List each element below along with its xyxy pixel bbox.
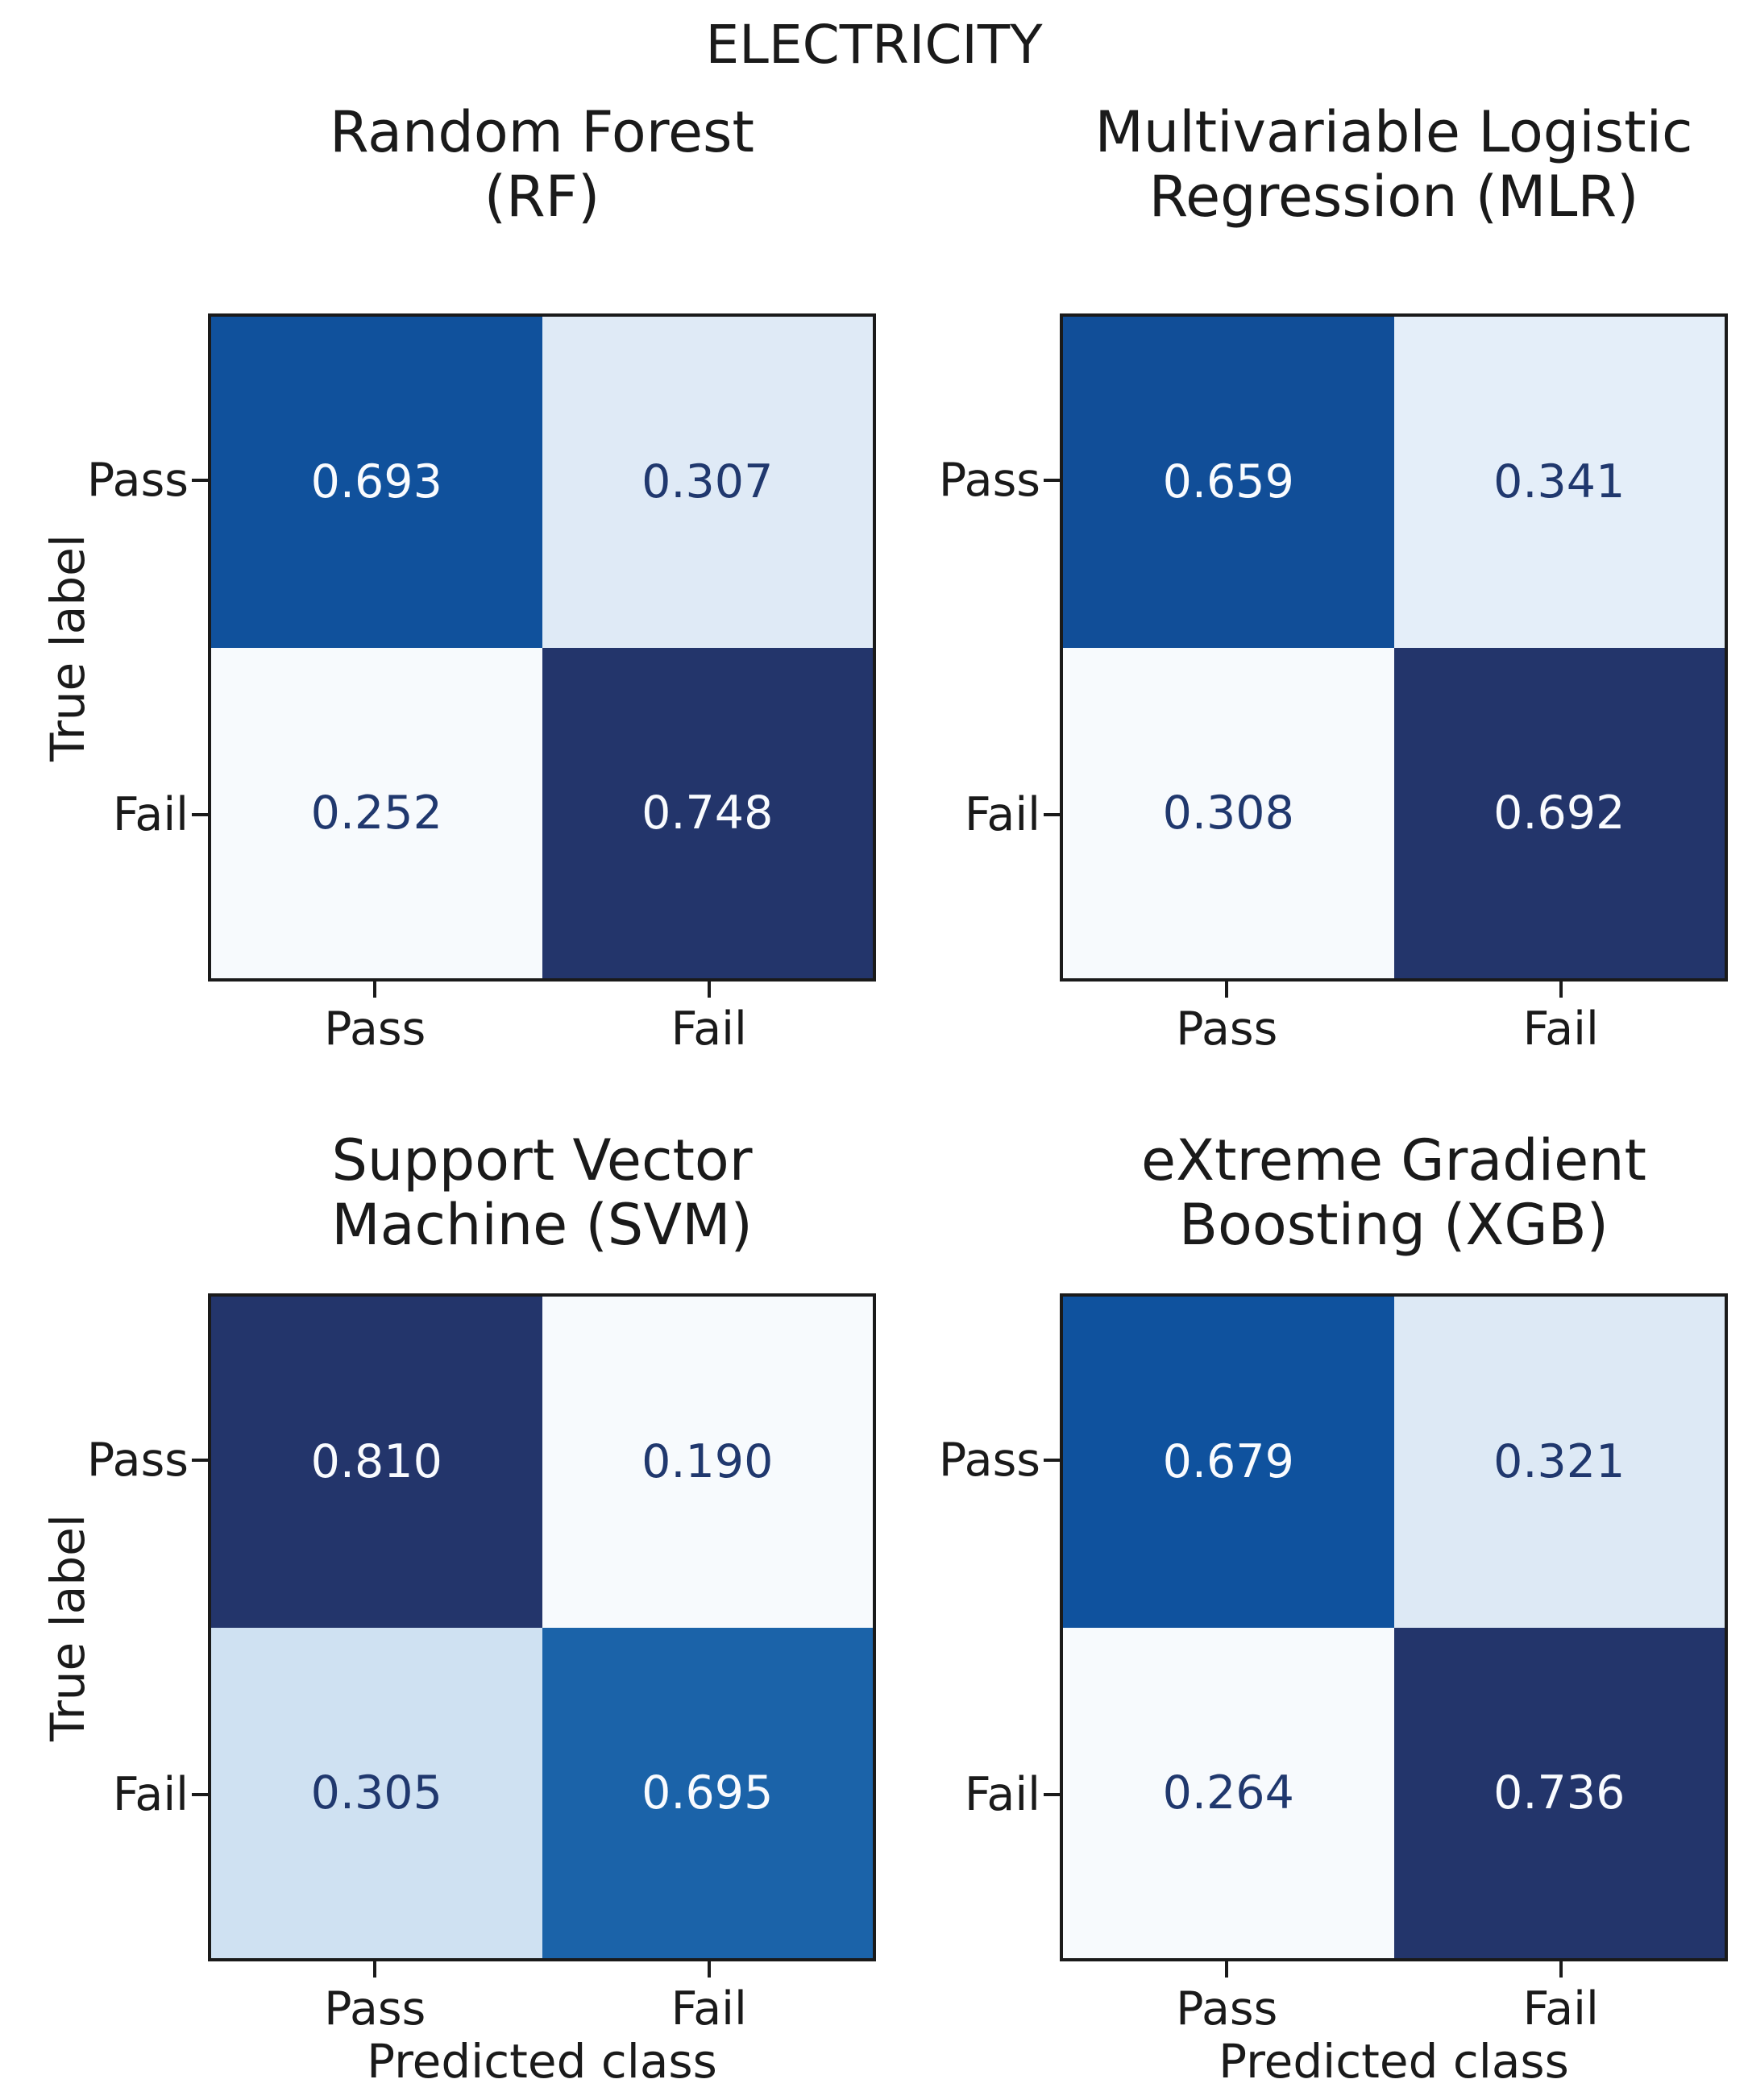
title-line-1: eXtreme Gradient	[1141, 1127, 1646, 1193]
subplot-mlr: Multivariable Logistic Regression (MLR) 0…	[939, 100, 1728, 1056]
cell-value: 0.736	[1493, 1766, 1626, 1820]
y-tick-mark	[1044, 1792, 1060, 1796]
subplot-title-xgb: eXtreme Gradient Boosting (XGB)	[931, 1128, 1748, 1257]
y-tick-label: Pass	[938, 454, 1040, 508]
figure-title: ELECTRICITY	[705, 14, 1043, 76]
x-tick-label: Pass	[324, 1002, 426, 1056]
title-line-2: Machine (SVM)	[331, 1192, 753, 1258]
x-tick-label: Fail	[1522, 1982, 1599, 2036]
matrix-cell-pass-fail: 0.190	[542, 1297, 873, 1628]
matrix-cell-fail-pass: 0.264	[1063, 1627, 1394, 1958]
matrix-cell-pass-fail: 0.341	[1393, 317, 1725, 648]
y-tick-mark	[1044, 479, 1060, 483]
x-axis-label: Predicted class	[1219, 2034, 1569, 2089]
matrix-cell-fail-fail: 0.695	[542, 1627, 873, 1958]
x-tick-label: Fail	[671, 1982, 747, 2036]
cell-value: 0.693	[310, 455, 442, 509]
y-tick-label: Fail	[112, 787, 189, 841]
heatmap-xgb: 0.679 0.321 0.264 0.736	[1060, 1293, 1728, 1961]
y-tick-label: Pass	[86, 1434, 189, 1488]
heatmap-rf: 0.693 0.307 0.252 0.748	[208, 313, 876, 982]
y-tick-label: Pass	[938, 1434, 1040, 1488]
cell-value: 0.810	[310, 1435, 442, 1489]
x-tick-mark	[1559, 1961, 1563, 1978]
heatmap-mlr: 0.659 0.341 0.308 0.692	[1060, 313, 1728, 982]
x-tick-mark	[707, 1961, 711, 1978]
x-tick-mark	[1559, 982, 1563, 998]
y-tick-mark	[192, 1459, 208, 1463]
x-axis-label: Predicted class	[367, 2034, 717, 2089]
x-tick-mark	[1225, 982, 1229, 998]
y-tick-label: Fail	[964, 1767, 1040, 1821]
cell-value: 0.321	[1493, 1435, 1626, 1489]
cell-value: 0.679	[1162, 1435, 1294, 1489]
subplot-title-mlr: Multivariable Logistic Regression (MLR)	[931, 100, 1748, 229]
heatmap-svm: 0.810 0.190 0.305 0.695	[208, 1293, 876, 1961]
cell-value: 0.190	[641, 1435, 774, 1489]
title-line-1: Multivariable Logistic	[1094, 99, 1693, 165]
matrix-cell-fail-pass: 0.252	[211, 647, 542, 978]
y-tick-mark	[1044, 812, 1060, 816]
subplot-svm: Support Vector Machine (SVM) True label 0…	[40, 1128, 876, 2089]
x-tick-mark	[1225, 1961, 1229, 1978]
matrix-cell-fail-fail: 0.736	[1393, 1627, 1725, 1958]
subplot-random-forest: Random Forest (RF) True label 0.693 0.307…	[40, 100, 876, 1056]
matrix-cell-pass-pass: 0.679	[1063, 1297, 1394, 1628]
subplot-xgb: eXtreme Gradient Boosting (XGB) 0.679 0.3…	[939, 1128, 1728, 2089]
title-line-2: (RF)	[484, 164, 600, 230]
x-tick-mark	[707, 982, 711, 998]
matrix-cell-pass-fail: 0.321	[1393, 1297, 1725, 1628]
x-tick-mark	[373, 1961, 377, 1978]
matrix-cell-fail-pass: 0.308	[1063, 647, 1394, 978]
y-axis-label: True label	[40, 533, 95, 762]
matrix-cell-pass-pass: 0.659	[1063, 317, 1394, 648]
matrix-cell-fail-pass: 0.305	[211, 1627, 542, 1958]
x-tick-label: Fail	[671, 1002, 747, 1056]
y-tick-mark	[192, 1792, 208, 1796]
title-line-2: Regression (MLR)	[1148, 164, 1639, 230]
y-tick-mark	[1044, 1459, 1060, 1463]
title-line-1: Support Vector	[331, 1127, 753, 1193]
cell-value: 0.748	[641, 786, 774, 840]
cell-value: 0.692	[1493, 786, 1626, 840]
subplot-title-rf: Random Forest (RF)	[79, 100, 1006, 229]
x-tick-label: Pass	[324, 1982, 426, 2036]
title-line-2: Boosting (XGB)	[1179, 1192, 1609, 1258]
cell-value: 0.252	[310, 786, 442, 840]
matrix-cell-fail-fail: 0.692	[1393, 647, 1725, 978]
cell-value: 0.264	[1162, 1766, 1294, 1820]
matrix-cell-pass-pass: 0.693	[211, 317, 542, 648]
cell-value: 0.659	[1162, 455, 1294, 509]
y-tick-mark	[192, 479, 208, 483]
y-axis-label: True label	[40, 1513, 95, 1741]
y-tick-mark	[192, 812, 208, 816]
cell-value: 0.308	[1162, 786, 1294, 840]
title-line-1: Random Forest	[330, 99, 754, 165]
cell-value: 0.341	[1493, 455, 1626, 509]
cell-value: 0.307	[641, 455, 774, 509]
x-tick-mark	[373, 982, 377, 998]
x-tick-label: Pass	[1176, 1982, 1278, 2036]
subplot-title-svm: Support Vector Machine (SVM)	[79, 1128, 1006, 1257]
y-tick-label: Fail	[112, 1767, 189, 1821]
x-tick-label: Pass	[1176, 1002, 1278, 1056]
y-tick-label: Pass	[86, 454, 189, 508]
matrix-cell-fail-fail: 0.748	[542, 647, 873, 978]
x-tick-label: Fail	[1522, 1002, 1599, 1056]
matrix-cell-pass-fail: 0.307	[542, 317, 873, 648]
cell-value: 0.695	[641, 1766, 774, 1820]
matrix-cell-pass-pass: 0.810	[211, 1297, 542, 1628]
y-tick-label: Fail	[964, 787, 1040, 841]
cell-value: 0.305	[310, 1766, 442, 1820]
